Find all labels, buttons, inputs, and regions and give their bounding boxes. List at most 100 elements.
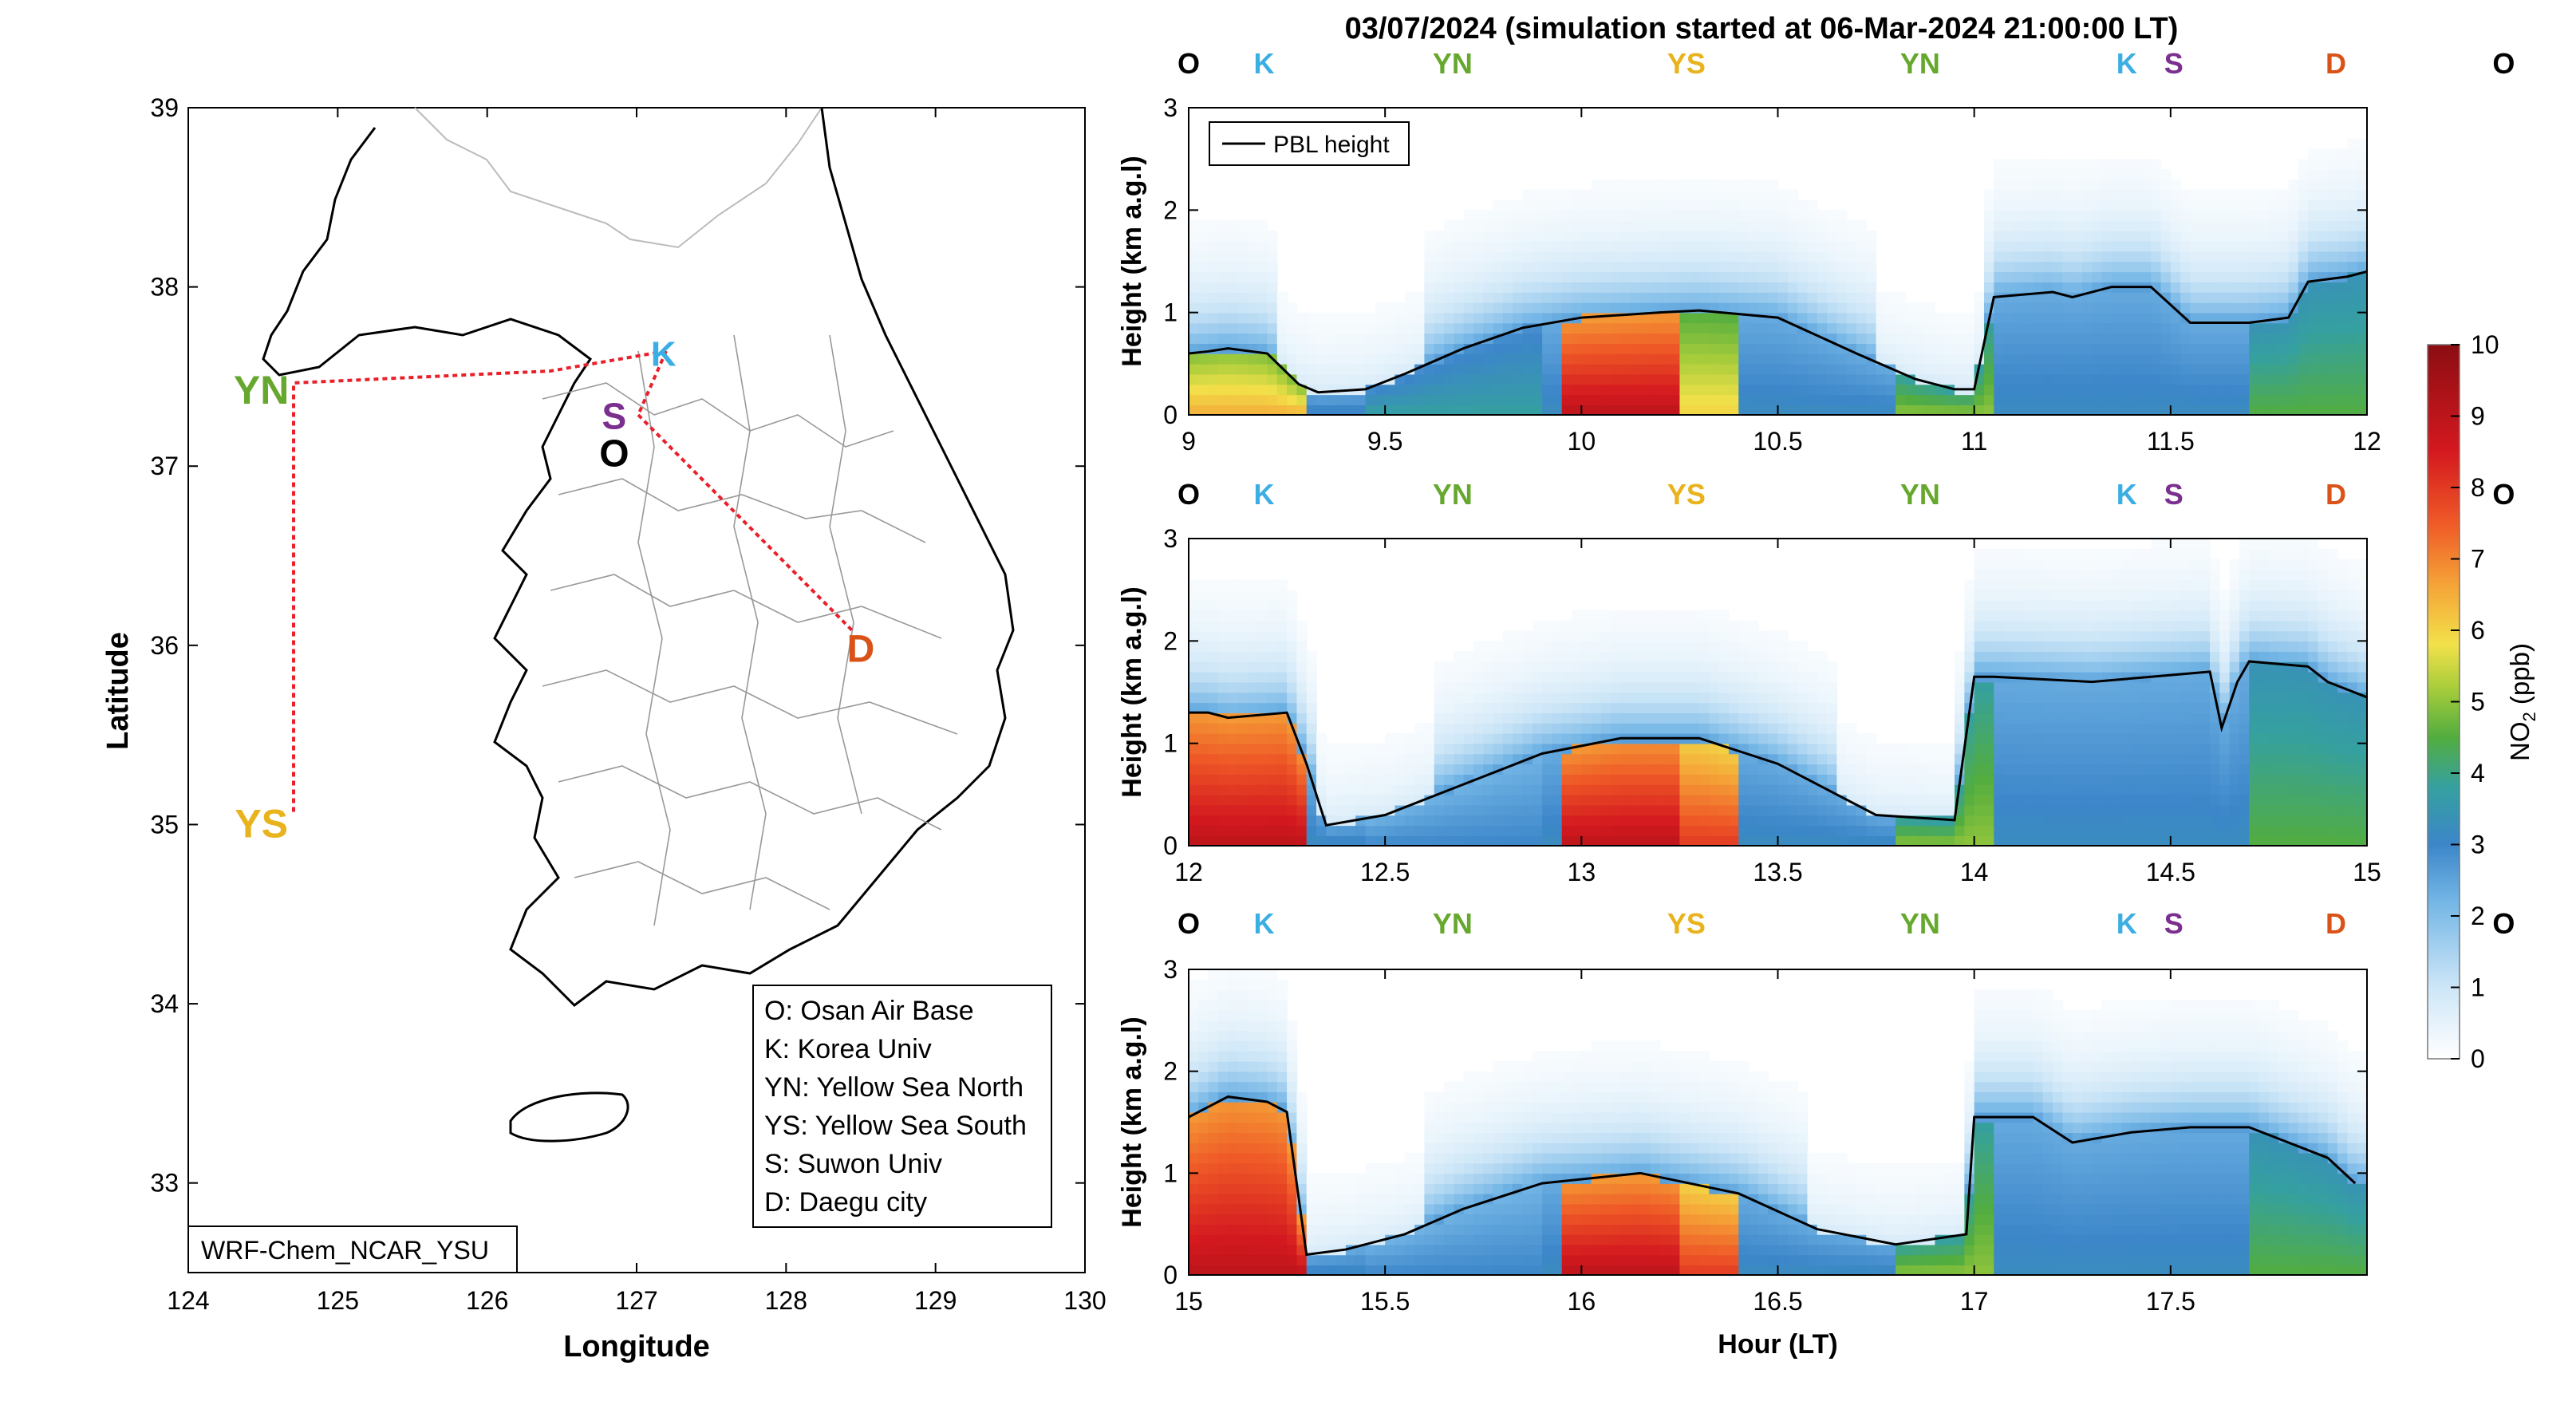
heatmap-cell (2278, 579, 2290, 590)
heatmap-cell (1827, 384, 1838, 396)
heatmap-cell (2140, 220, 2152, 231)
heatmap-cell (2092, 169, 2103, 180)
heatmap-cell (2003, 723, 2014, 734)
heatmap-cell (2199, 343, 2211, 354)
heatmap-cell (1689, 179, 1700, 191)
heatmap-cell (1699, 261, 1710, 273)
heatmap-cell (1983, 825, 1995, 836)
heatmap-cell (1620, 743, 1631, 755)
heatmap-cell (1581, 231, 1592, 242)
admin-boundaries (542, 334, 958, 926)
heatmap-cell (1572, 189, 1583, 201)
heatmap-cell (2072, 630, 2083, 642)
heatmap-cell (2101, 753, 2112, 765)
heatmap-cell (1944, 774, 1955, 785)
heatmap-cell (1217, 231, 1229, 242)
heatmap-cell (1375, 302, 1386, 314)
heatmap-cell (2042, 261, 2053, 273)
heatmap-cell (1620, 723, 1631, 734)
heatmap-cell (1247, 671, 1258, 683)
heatmap-cell (2219, 333, 2231, 344)
heatmap-cell (1768, 712, 1779, 724)
heatmap-cell (1581, 661, 1592, 673)
heatmap-cell (2229, 210, 2240, 221)
heatmap-cell (1797, 363, 1809, 375)
heatmap-cell (1768, 784, 1779, 795)
heatmap-cell (2210, 271, 2221, 282)
heatmap-cell (2101, 343, 2112, 354)
heatmap-cell (2053, 558, 2064, 570)
heatmap-cell (1896, 373, 1907, 385)
heatmap-cell (2151, 600, 2162, 611)
heatmap-cell (2190, 590, 2201, 601)
heatmap-cell (1561, 764, 1572, 775)
heatmap-cell (1630, 794, 1641, 806)
heatmap-cell (2239, 794, 2251, 806)
heatmap-cell (1964, 343, 1975, 354)
heatmap-cell (1699, 630, 1710, 642)
heatmap-cell (1679, 384, 1690, 396)
heatmap-cell (1856, 815, 1868, 827)
heatmap-cell (1748, 804, 1759, 816)
map-site-label-d: D (847, 628, 875, 670)
heatmap-cell (1728, 231, 1740, 242)
heatmap-cell (1630, 630, 1641, 642)
heatmap-cell (1807, 240, 1818, 252)
heatmap-cell (1620, 302, 1631, 314)
heatmap-cell (1935, 764, 1946, 775)
heatmap-cell (2278, 702, 2290, 713)
heatmap-cell (1994, 641, 2005, 652)
heatmap-cell (1208, 363, 1219, 375)
heatmap-cell (2033, 240, 2044, 252)
heatmap-cell (2357, 231, 2368, 242)
heatmap-cell (2092, 835, 2103, 847)
heatmap-cell (2023, 825, 2034, 836)
heatmap-cell (1198, 282, 1209, 293)
heatmap-cell (1885, 753, 1896, 765)
heatmap-cell (2131, 815, 2142, 827)
heatmap-cell (2053, 363, 2064, 375)
heatmap-cell (1335, 322, 1347, 334)
heatmap-cell (1827, 405, 1838, 416)
heatmap-cell (1600, 394, 1612, 405)
heatmap-cell (1689, 835, 1700, 847)
heatmap-cell (1287, 641, 1298, 652)
heatmap-cell (1797, 231, 1809, 242)
heatmap-cell (1738, 692, 1750, 704)
heatmap-cell (1915, 322, 1926, 334)
heatmap-cell (2062, 220, 2073, 231)
heatmap-cell (1228, 312, 1239, 324)
heatmap-cell (1748, 199, 1759, 211)
heatmap-cell (2092, 681, 2103, 693)
heatmap-cell (1355, 322, 1367, 334)
heatmap-cell (1650, 774, 1661, 785)
heatmap-cell (1267, 282, 1278, 293)
heatmap-cell (1611, 630, 1622, 642)
heatmap-cell (1581, 702, 1592, 713)
heatmap-cell (1787, 199, 1798, 211)
heatmap-cell (2278, 302, 2290, 314)
heatmap-cell (1728, 261, 1740, 273)
heatmap-cell (1208, 620, 1219, 632)
heatmap-cell (1983, 794, 1995, 806)
heatmap-cell (2111, 312, 2123, 324)
heatmap-cell (2258, 702, 2270, 713)
heatmap-cell (2092, 794, 2103, 806)
heatmap-cell (2199, 835, 2211, 847)
heatmap-cell (2140, 179, 2152, 191)
heatmap-cell (2131, 210, 2142, 221)
heatmap-cell (2288, 405, 2299, 416)
heatmap-cell (1561, 723, 1572, 734)
heatmap-cell (2229, 764, 2240, 775)
heatmap-cell (2160, 753, 2172, 765)
heatmap-cell (1217, 732, 1229, 744)
heatmap-cell (1591, 743, 1602, 755)
heatmap-cell (1572, 199, 1583, 211)
heatmap-cell (2023, 302, 2034, 314)
heatmap-cell (2268, 405, 2280, 416)
heatmap-cell (1493, 261, 1504, 273)
heatmap-cell (1247, 231, 1258, 242)
heatmap-cell (2258, 692, 2270, 704)
heatmap-cell (2151, 179, 2162, 191)
heatmap-cell (1434, 804, 1445, 816)
